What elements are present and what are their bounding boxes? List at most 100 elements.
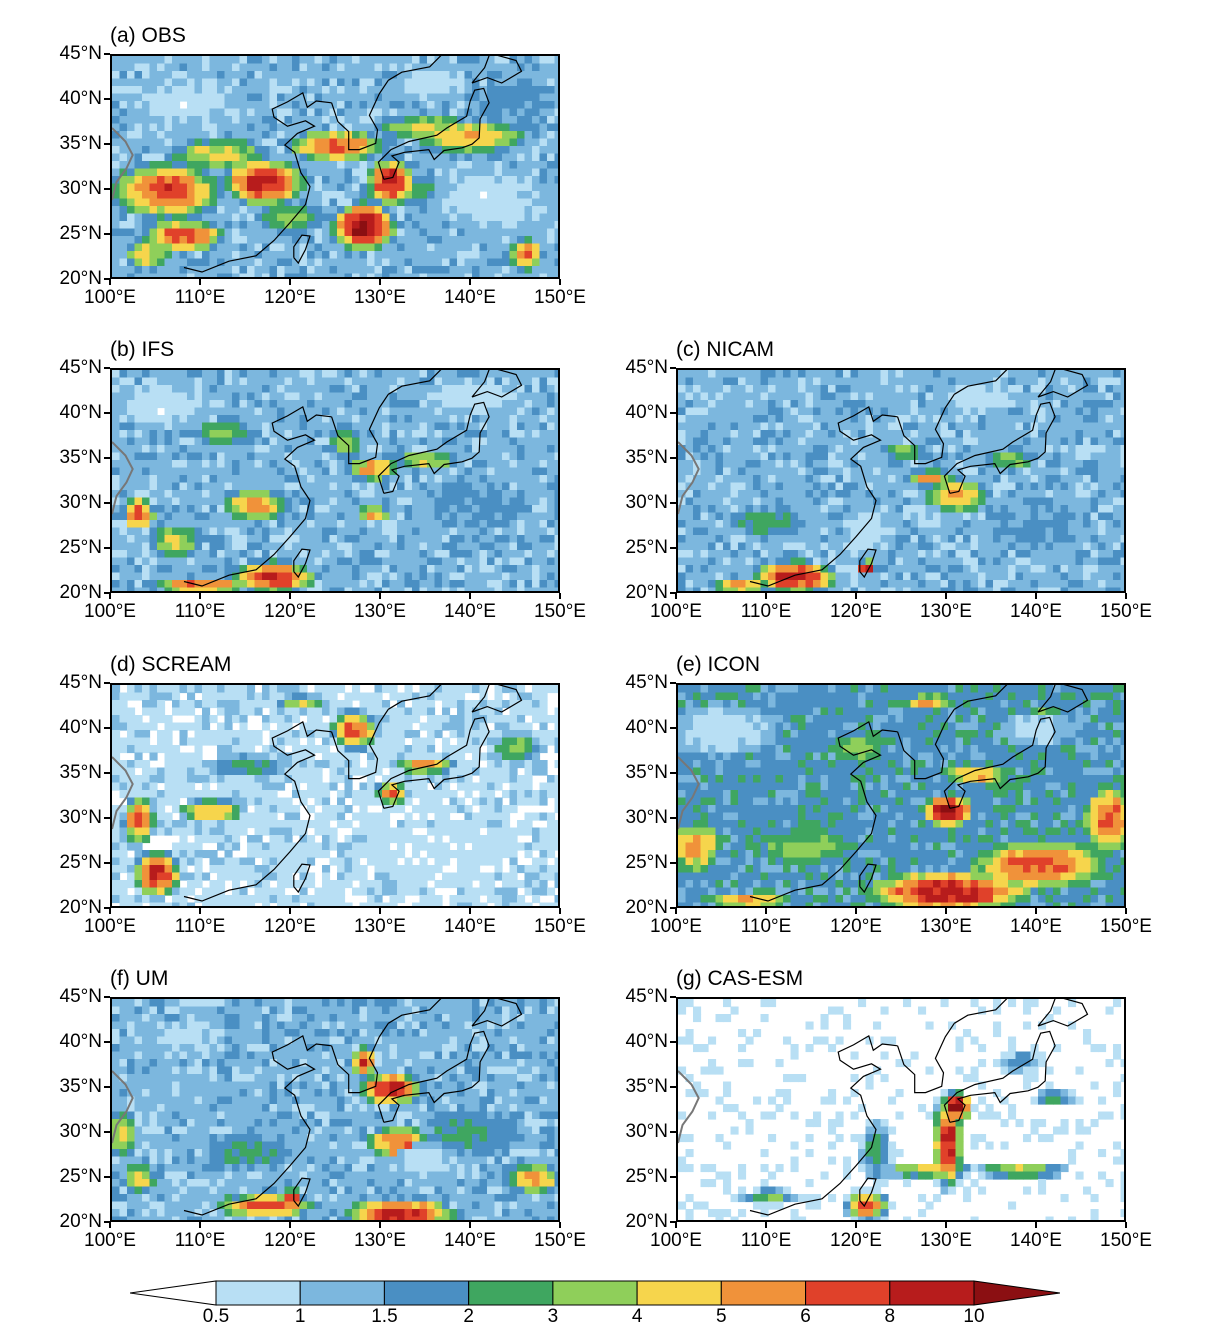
lon-tick-label: 150°E — [534, 287, 586, 308]
country-border — [112, 1070, 134, 1144]
coastline — [943, 716, 1056, 809]
lon-tick-label: 150°E — [534, 916, 586, 937]
lat-tick — [670, 817, 676, 819]
coastline — [859, 1177, 877, 1208]
panel-title: (f) UM — [110, 967, 169, 990]
precipitation-field — [678, 999, 1124, 1220]
lat-tick — [670, 1041, 676, 1043]
coastline — [943, 1030, 1056, 1123]
lon-tick-label: 140°E — [444, 601, 496, 622]
lon-tick-label: 120°E — [264, 916, 316, 937]
lon-tick — [1035, 1222, 1037, 1228]
lat-tick-label: 40°N — [625, 1031, 668, 1052]
coastline — [749, 720, 898, 902]
precipitation-field — [112, 370, 558, 591]
lon-tick — [675, 593, 677, 599]
lon-tick — [675, 908, 677, 914]
lat-tick — [104, 817, 110, 819]
coastline — [293, 863, 311, 894]
lon-tick-label: 100°E — [84, 1230, 136, 1251]
lat-tick-label: 30°N — [625, 492, 668, 513]
colorbar-label: 4 — [631, 1306, 643, 1327]
country-border — [678, 1070, 700, 1144]
lat-tick — [670, 547, 676, 549]
lat-tick-label: 20°N — [625, 582, 668, 603]
colorbar-under-triangle — [130, 1280, 217, 1306]
lon-tick-label: 150°E — [1100, 916, 1152, 937]
colorbar-segment — [215, 1280, 301, 1306]
colorbar-segment — [889, 1280, 975, 1306]
lat-tick-label: 35°N — [625, 447, 668, 468]
map-frame — [676, 683, 1126, 908]
lat-tick-label: 35°N — [59, 133, 102, 154]
lat-tick — [670, 682, 676, 684]
lon-tick-label: 150°E — [534, 601, 586, 622]
lat-tick-label: 20°N — [59, 1211, 102, 1232]
lat-tick-label: 40°N — [59, 402, 102, 423]
lat-tick — [104, 98, 110, 100]
lat-tick — [104, 592, 110, 594]
lon-tick — [289, 593, 291, 599]
lon-tick — [1035, 593, 1037, 599]
lat-tick-label: 45°N — [625, 357, 668, 378]
colorbar-label: 6 — [800, 1306, 811, 1327]
lon-tick — [559, 908, 561, 914]
country-border — [678, 441, 700, 515]
lat-tick — [104, 682, 110, 684]
panel-title: (c) NICAM — [676, 338, 774, 361]
colorbar-label: 0.5 — [202, 1306, 230, 1327]
map-frame — [676, 368, 1126, 593]
lon-tick — [109, 1222, 111, 1228]
map-frame — [110, 368, 560, 593]
lon-tick — [469, 593, 471, 599]
lon-tick-label: 110°E — [740, 916, 792, 937]
coastline — [471, 370, 523, 398]
lon-tick-label: 100°E — [84, 287, 136, 308]
colorbar-segment — [720, 1280, 806, 1306]
lon-tick-label: 100°E — [650, 601, 702, 622]
coastline — [897, 1022, 955, 1094]
lon-tick — [199, 593, 201, 599]
coastline — [1037, 370, 1089, 398]
lat-tick — [670, 592, 676, 594]
lat-tick — [104, 457, 110, 459]
lat-tick-label: 35°N — [59, 762, 102, 783]
lat-tick-label: 25°N — [625, 1166, 668, 1187]
lon-tick — [945, 593, 947, 599]
colorbar-segment — [552, 1280, 638, 1306]
lat-tick — [670, 727, 676, 729]
lat-tick-label: 35°N — [625, 1076, 668, 1097]
lon-tick — [469, 279, 471, 285]
country-border — [112, 441, 134, 515]
lat-tick — [670, 996, 676, 998]
lon-tick-label: 140°E — [1010, 601, 1062, 622]
colorbar-label: 2 — [463, 1306, 474, 1327]
lat-tick-label: 35°N — [625, 762, 668, 783]
lat-tick-label: 40°N — [59, 1031, 102, 1052]
lon-tick-label: 130°E — [354, 601, 406, 622]
lon-tick-label: 120°E — [264, 287, 316, 308]
lon-tick-label: 120°E — [830, 1230, 882, 1251]
lat-tick — [104, 1176, 110, 1178]
colorbar-over-triangle — [973, 1280, 1060, 1306]
coastline — [943, 401, 1056, 494]
lon-tick-label: 100°E — [84, 916, 136, 937]
lon-tick-label: 150°E — [1100, 1230, 1152, 1251]
lon-tick-label: 120°E — [264, 601, 316, 622]
coastline — [953, 999, 1008, 1024]
lat-tick-label: 40°N — [625, 717, 668, 738]
lat-tick — [104, 278, 110, 280]
coastline — [1037, 685, 1089, 713]
coastline — [897, 708, 955, 780]
lon-tick-label: 100°E — [650, 916, 702, 937]
coastline — [377, 401, 490, 494]
lon-tick-label: 140°E — [1010, 916, 1062, 937]
coastline — [331, 393, 389, 465]
colorbar-segment — [468, 1280, 554, 1306]
lat-tick — [104, 188, 110, 190]
lon-tick — [945, 1222, 947, 1228]
coastline — [953, 370, 1008, 395]
lat-tick — [104, 367, 110, 369]
lat-tick — [670, 1221, 676, 1223]
lat-tick — [670, 907, 676, 909]
